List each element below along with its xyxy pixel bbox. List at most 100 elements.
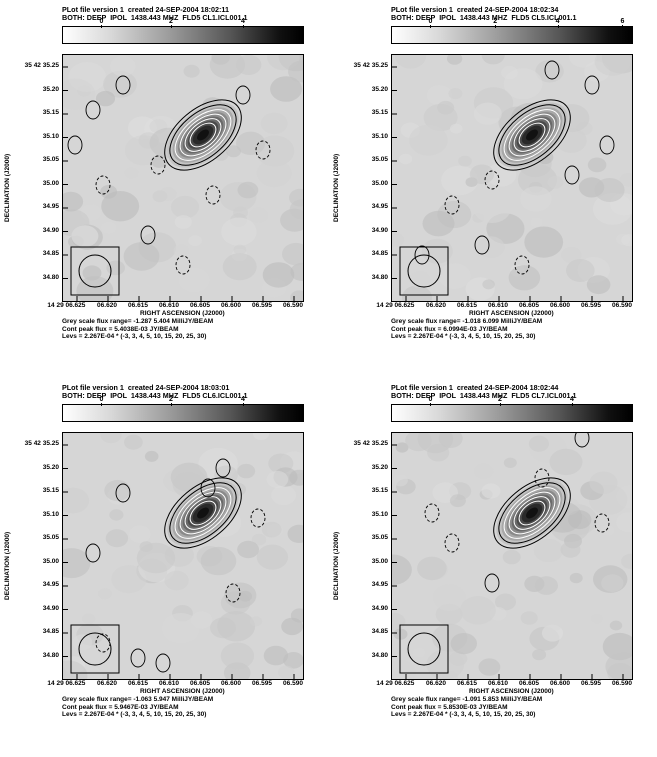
noise-patch [262,262,295,288]
noise-patch [594,55,631,76]
dec-tick-label: 35.15 [42,487,59,494]
noise-patch [569,572,583,584]
dec-tick-label: 34.95 [371,581,388,588]
positive-contour [140,225,156,245]
plot-header-line2: BOTH: DEEP IPOL 1438.443 MHZ FLD5 CL5.IC… [391,13,577,22]
colorbar-tick-mark [500,403,501,406]
source-emission [197,507,209,519]
contour-line [174,109,232,161]
dec-tick-label: 34.90 [42,226,59,234]
plot-panel-2: PLot file version 1 created 24-SEP-2004 … [329,0,657,378]
noise-patch [233,244,247,255]
noise-patch [170,195,200,219]
noise-patch [63,548,91,579]
noise-patch [136,542,176,574]
ra-tick-label: 06.615 [128,302,148,309]
colorbar-tick-mark [101,403,103,406]
noise-patch [438,263,471,289]
noise-patch [600,525,615,536]
contour-line [164,477,242,549]
map-svg [392,55,632,301]
dec-tick-label: 35 42 35.25 [353,62,388,69]
ra-tick-label: 06.615 [457,302,477,309]
negative-contour [594,513,610,533]
positive-contour [215,458,231,478]
dec-tick-label: 34.95 [42,581,59,588]
noise-patch [224,582,257,609]
negative-contour [514,255,530,275]
noise-patch [395,442,409,453]
noise-patch [105,529,129,548]
ra-tick-label: 06.615 [128,680,148,687]
ra-tick-label: 06.605 [519,302,539,309]
negative-contour [205,185,221,205]
noise-patch [555,127,587,153]
colorbar-tick-label: 2 [498,396,502,403]
dec-tick-label: 34.80 [42,651,59,659]
noise-patch [183,64,200,78]
greyscale-colorbar: 0 2 4 [391,396,633,422]
noise-patch [590,613,603,624]
noise-patch [392,474,408,487]
contour-line [179,113,227,157]
dec-tick-label: 34.90 [371,226,388,234]
ra-tick-label: 06.605 [519,680,539,687]
ra-tick-label: 06.605 [190,680,210,687]
dec-tick-label: 35.05 [371,534,388,541]
noise-patch [63,660,88,679]
noise-patch [256,544,289,570]
noise-patch [260,112,288,135]
dec-tick-label: 34.80 [371,651,388,659]
contour-map [391,54,633,302]
noise-patch [517,164,558,196]
noise-patch [289,469,303,486]
noise-patch [446,462,464,476]
noise-patch [458,155,472,167]
dec-tick-label: 35.15 [42,109,59,116]
noise-patch [392,233,405,247]
noise-patch [547,175,564,189]
contour-line [518,122,546,148]
noise-patch [236,131,266,155]
noise-patch [248,207,269,224]
contour-levels: Levs = 2.267E-04 * (-3, 3, 4, 5, 10, 15,… [62,711,207,718]
noise-patch [399,153,413,165]
source-emission [526,129,538,141]
negative-contour [484,170,500,190]
plot-panel-1: PLot file version 1 created 24-SEP-2004 … [0,0,328,378]
dec-tick-label: 34.95 [371,203,388,210]
contour-line [508,113,556,157]
noise-patch [495,632,514,648]
dec-tick-label: 35.10 [371,132,388,140]
noise-patch [200,546,237,576]
noise-patch [486,162,517,187]
colorbar-tick-label: 4 [570,396,574,403]
ra-tick-label: 06.600 [550,680,570,687]
ra-tick-label: 06.595 [252,302,272,309]
dec-tick-label: 35.15 [371,487,388,494]
noise-patch [124,167,139,179]
contour-line [493,99,571,171]
contour-line [189,122,217,148]
colorbar-tick-mark [572,403,573,406]
noise-patch [607,276,632,301]
dec-tick-label: 34.85 [42,628,59,635]
noise-patch [123,242,160,271]
ra-tick-label: 06.615 [457,680,477,687]
dec-axis-label: DECLINATION (J2000) [333,531,340,600]
colorbar-tick-mark [243,403,244,406]
beam-box [70,246,120,296]
plot-header-line1: PLot file version 1 created 24-SEP-2004 … [391,5,559,14]
negative-contour [534,468,550,488]
cont-peak-flux: Cont peak flux = 5.9467E-03 JY/BEAM [62,703,179,711]
noise-patch [587,157,607,173]
noise-patch [178,267,210,293]
dec-tick-label: 35.20 [371,463,388,471]
dec-tick-label: 34.90 [371,604,388,612]
positive-contour [544,60,560,80]
noise-patch [566,259,595,282]
contour-line [493,477,571,549]
plot-header-line1: PLot file version 1 created 24-SEP-2004 … [62,5,229,14]
positive-contour [200,478,216,498]
noise-patch [161,613,200,644]
